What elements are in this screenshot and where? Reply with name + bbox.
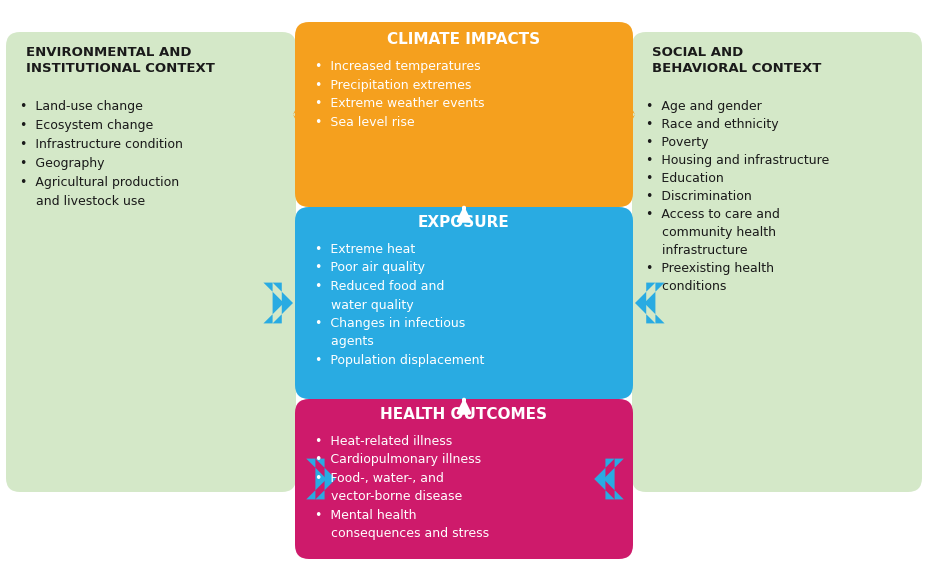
Text: HEALTH OUTCOMES: HEALTH OUTCOMES: [380, 407, 547, 422]
Polygon shape: [293, 91, 317, 138]
Polygon shape: [263, 283, 284, 323]
FancyBboxPatch shape: [631, 32, 921, 492]
Polygon shape: [610, 91, 634, 138]
Text: •  Extreme heat
•  Poor air quality
•  Reduced food and
    water quality
•  Cha: • Extreme heat • Poor air quality • Redu…: [314, 243, 484, 367]
Text: •  Heat-related illness
•  Cardiopulmonary illness
•  Food-, water-, and
    vec: • Heat-related illness • Cardiopulmonary…: [314, 435, 489, 541]
Text: EXPOSURE: EXPOSURE: [418, 215, 509, 230]
Text: •  Increased temperatures
•  Precipitation extremes
•  Extreme weather events
• : • Increased temperatures • Precipitation…: [314, 60, 484, 129]
FancyBboxPatch shape: [295, 399, 632, 559]
Polygon shape: [273, 283, 293, 323]
Polygon shape: [634, 283, 654, 323]
FancyBboxPatch shape: [6, 32, 296, 492]
Text: ENVIRONMENTAL AND
INSTITUTIONAL CONTEXT: ENVIRONMENTAL AND INSTITUTIONAL CONTEXT: [26, 46, 215, 75]
Polygon shape: [306, 459, 326, 500]
Polygon shape: [603, 459, 623, 500]
Text: SOCIAL AND
BEHAVIORAL CONTEXT: SOCIAL AND BEHAVIORAL CONTEXT: [652, 46, 820, 75]
Text: •  Age and gender
•  Race and ethnicity
•  Poverty
•  Housing and infrastructure: • Age and gender • Race and ethnicity • …: [645, 100, 829, 293]
Text: •  Land-use change
•  Ecosystem change
•  Infrastructure condition
•  Geography
: • Land-use change • Ecosystem change • I…: [20, 100, 183, 208]
FancyBboxPatch shape: [295, 207, 632, 399]
Polygon shape: [315, 459, 336, 500]
Text: CLIMATE IMPACTS: CLIMATE IMPACTS: [387, 32, 540, 47]
FancyBboxPatch shape: [295, 22, 632, 207]
Polygon shape: [593, 459, 614, 500]
Polygon shape: [643, 283, 664, 323]
